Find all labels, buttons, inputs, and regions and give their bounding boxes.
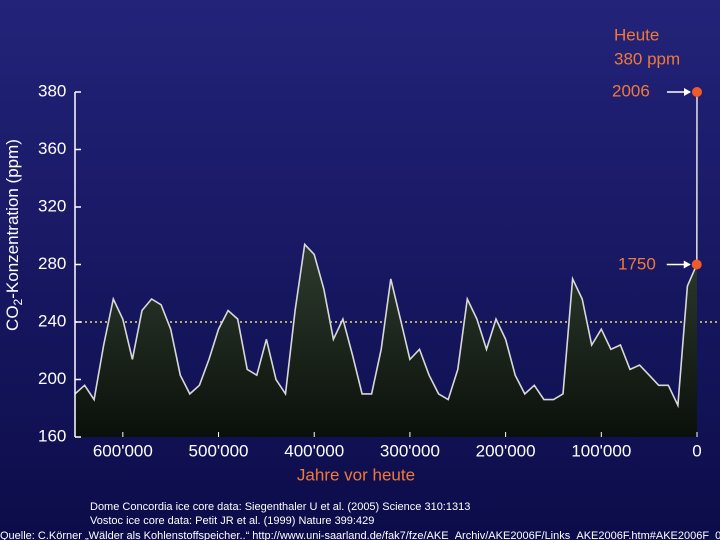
line xyxy=(74,91,698,409)
area xyxy=(75,92,697,437)
y-tick-label: 320 xyxy=(38,196,66,215)
credit: Vostoc ice core data: Petit JR et al. (1… xyxy=(90,515,374,527)
x-tick-label: 600'000 xyxy=(93,441,153,460)
x-tick-label: 500'000 xyxy=(189,441,249,460)
arrow-head xyxy=(683,260,691,269)
y-tick-label: 360 xyxy=(38,139,66,158)
source: Quelle: C.Körner „Wälder als Kohlenstoff… xyxy=(0,530,720,540)
annotation: 2006 xyxy=(612,81,650,100)
y-tick-label: 160 xyxy=(38,426,66,445)
annotation: 380 ppm xyxy=(614,49,680,68)
x-tick-label: 100'000 xyxy=(571,441,631,460)
annotation: Heute xyxy=(614,25,659,44)
y-tick-label: 200 xyxy=(38,369,66,388)
annotation: 1750 xyxy=(618,254,656,273)
x-tick-label: 0 xyxy=(692,441,701,460)
y-tick-label: 380 xyxy=(38,81,66,100)
credit: Dome Concordia ice core data: Siegenthal… xyxy=(90,501,470,513)
marker xyxy=(691,259,702,270)
plot: 380 360 320 280 240 200 160 600'000 500'000 400'0… xyxy=(38,81,720,460)
y-tick-label: 240 xyxy=(38,311,66,330)
x-axis-label: Jahre vor heute xyxy=(297,465,415,484)
y-axis-label: CO2-Konzentration (ppm) xyxy=(3,139,25,331)
marker xyxy=(692,87,702,97)
x-tick-label: 200'000 xyxy=(476,441,536,460)
x-tick-label: 400'000 xyxy=(284,441,344,460)
x-tick-label: 300'000 xyxy=(380,441,440,460)
y-tick-label: 280 xyxy=(38,254,66,273)
arrow-head xyxy=(684,88,691,96)
